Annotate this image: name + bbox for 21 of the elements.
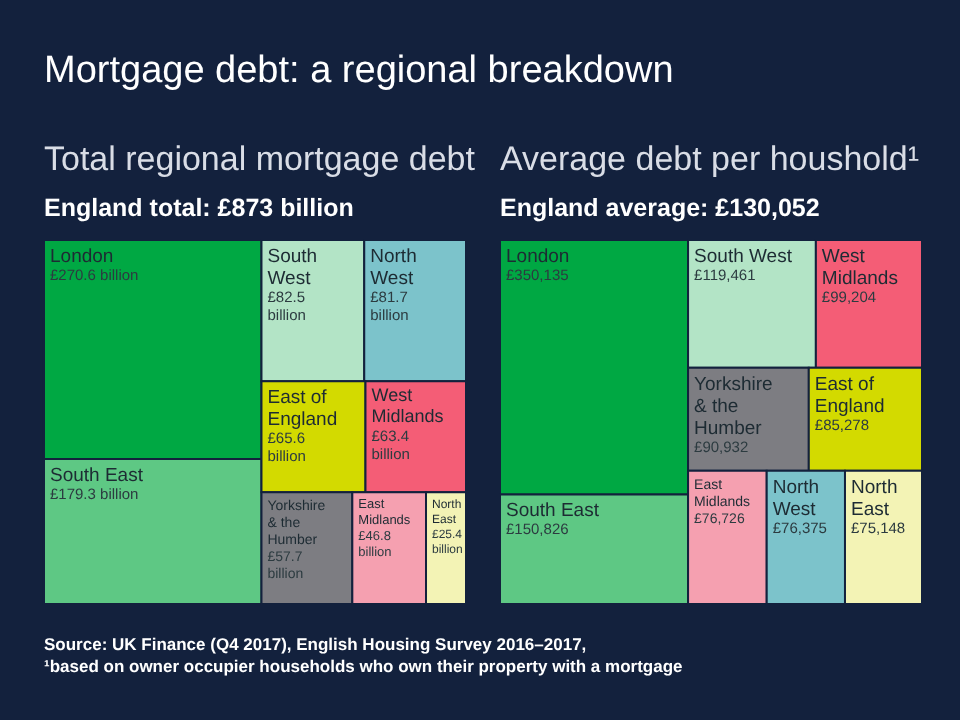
category-label: South East: [50, 464, 144, 487]
text: Total regional mortgage debt: [44, 140, 476, 178]
text: England average: £130,052: [500, 194, 820, 222]
category-label: London: [50, 246, 114, 268]
category-label: South East: [506, 500, 600, 523]
category-label: North West: [370, 246, 417, 290]
text: Average debt per houshold¹: [500, 140, 920, 178]
category-label: North West: [772, 476, 820, 521]
source-note: Source: UK Finance (Q4 2017), English Housing Survey 2016–2017,: [44, 634, 587, 654]
category-label: South West: [267, 246, 318, 290]
text: Mortgage debt: a regional breakdown: [44, 50, 674, 92]
category-label: East of England: [267, 387, 338, 432]
category-label: North East: [850, 476, 898, 521]
category-label: East of England: [814, 373, 885, 418]
text: ¹based on owner occupier households who own their property with a mortgage: [44, 656, 684, 676]
category-label: South West: [694, 246, 793, 268]
category-label: Yorkshire & the Humber: [694, 373, 773, 440]
text: England total: £873 billion: [44, 194, 354, 222]
category-label: West Midlands: [371, 385, 445, 427]
category-label: London: [506, 246, 570, 268]
category-label: West Midlands: [821, 246, 899, 290]
